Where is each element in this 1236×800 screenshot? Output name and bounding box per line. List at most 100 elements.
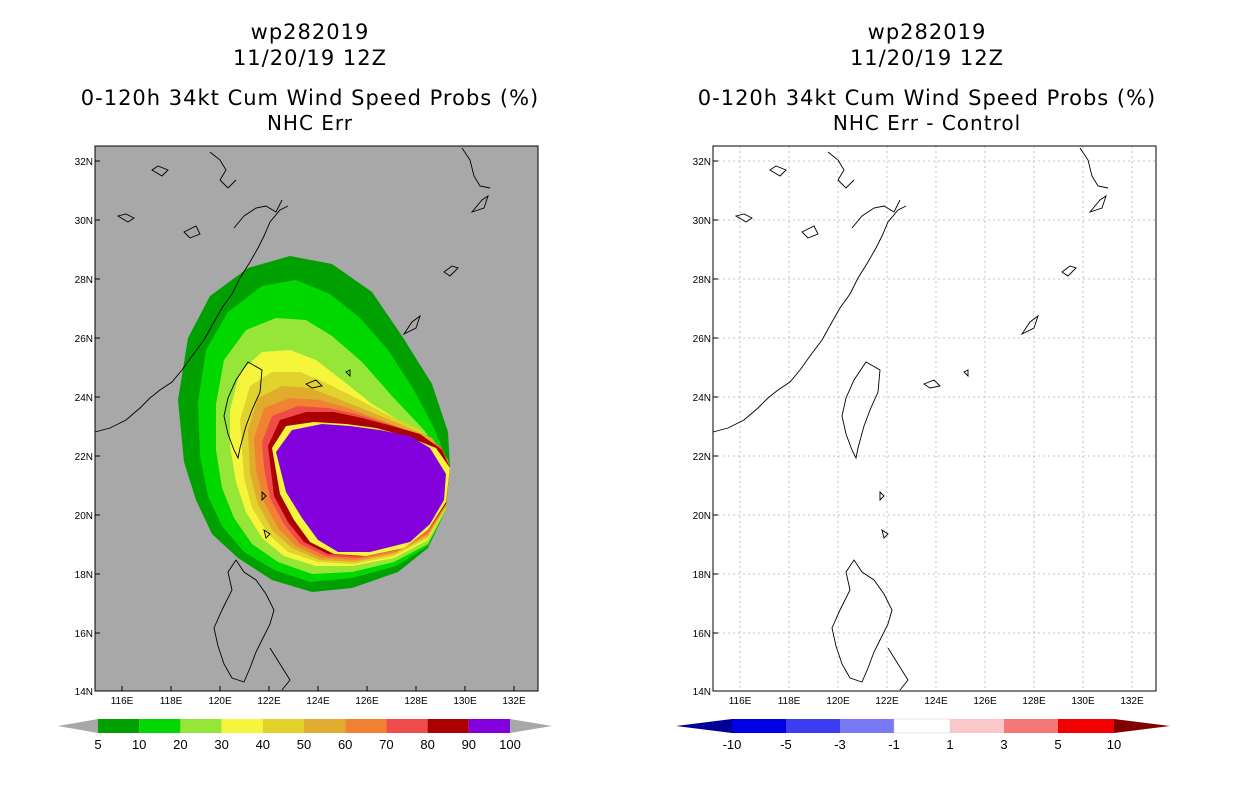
right-lon-labels: 116E 118E 120E 122E 124E 126E 128E 130E … bbox=[729, 696, 1144, 707]
lon-label: 116E bbox=[111, 696, 134, 707]
lat-label: 16N bbox=[75, 629, 93, 640]
left-colorbar-label: 50 bbox=[297, 737, 311, 752]
right-colorbar-label: 10 bbox=[1107, 737, 1121, 752]
lon-label: 128E bbox=[404, 696, 428, 707]
left-colorbar-swatch bbox=[221, 719, 263, 733]
lon-label: 124E bbox=[306, 696, 330, 707]
right-colorbar-swatch bbox=[1004, 719, 1058, 733]
lat-label: 28N bbox=[693, 275, 711, 286]
left-colorbar-label: 100 bbox=[499, 737, 521, 752]
lon-label: 126E bbox=[355, 696, 379, 707]
lat-label: 18N bbox=[75, 570, 93, 581]
right-colorbar-swatch bbox=[893, 718, 951, 734]
probability-contours bbox=[178, 256, 450, 592]
left-colorbar-label: 40 bbox=[256, 737, 270, 752]
lon-label: 116E bbox=[729, 696, 752, 707]
left-colorbar-label: 70 bbox=[379, 737, 393, 752]
right-lat-labels: 32N 30N 28N 26N 24N 22N 20N 18N 16N 14N bbox=[693, 157, 711, 698]
lon-label: 132E bbox=[502, 696, 526, 707]
lon-label: 132E bbox=[1120, 696, 1144, 707]
right-colorbar-swatch bbox=[1058, 719, 1114, 733]
left-colorbar-high-arrow bbox=[510, 719, 552, 733]
right-title-line-1: wp282019 bbox=[867, 20, 987, 44]
left-colorbar-label: 5 bbox=[94, 737, 101, 752]
lon-label: 128E bbox=[1022, 696, 1046, 707]
left-lat-ticks bbox=[95, 160, 100, 634]
left-colorbar-swatch bbox=[139, 719, 181, 733]
lat-label: 22N bbox=[693, 452, 711, 463]
right-colorbar-swatch bbox=[786, 719, 840, 733]
left-colorbar-swatch bbox=[427, 719, 469, 733]
lat-label: 18N bbox=[693, 570, 711, 581]
left-map-frame bbox=[94, 145, 539, 692]
lat-label: 26N bbox=[693, 334, 711, 345]
lat-label: 32N bbox=[693, 157, 711, 168]
left-title-line-2: 11/20/19 12Z bbox=[232, 46, 388, 70]
lon-label: 130E bbox=[1071, 696, 1095, 707]
lat-label: 30N bbox=[75, 216, 93, 227]
right-map-background bbox=[713, 146, 1156, 691]
lon-label: 122E bbox=[875, 696, 899, 707]
left-lon-ticks bbox=[121, 686, 515, 691]
left-coastlines bbox=[94, 147, 491, 691]
right-colorbar-swatch bbox=[950, 719, 1004, 733]
left-title: wp282019 11/20/19 12Z 0-120h 34kt Cum Wi… bbox=[30, 19, 590, 135]
right-title-line-4: NHC Err - Control bbox=[832, 111, 1022, 135]
left-colorbar-label: 80 bbox=[420, 737, 434, 752]
left-colorbar-swatch bbox=[304, 719, 346, 733]
left-lat-labels: 32N 30N 28N 26N 24N 22N 20N 18N 16N 14N bbox=[75, 157, 93, 698]
right-colorbar-label: -10 bbox=[723, 737, 742, 752]
contour-100 bbox=[276, 424, 446, 552]
right-lat-ticks bbox=[713, 160, 718, 634]
left-colorbar-swatch bbox=[468, 719, 510, 733]
left-colorbar-label: 10 bbox=[132, 737, 146, 752]
lon-label: 126E bbox=[973, 696, 997, 707]
lat-label: 30N bbox=[693, 216, 711, 227]
lat-label: 28N bbox=[75, 275, 93, 286]
left-colorbar-label: 30 bbox=[214, 737, 228, 752]
left-colorbar-swatch bbox=[386, 719, 428, 733]
lat-label: 20N bbox=[693, 511, 711, 522]
lat-label: 20N bbox=[75, 511, 93, 522]
lat-label: 14N bbox=[75, 687, 93, 698]
left-colorbar-swatch bbox=[345, 719, 387, 733]
right-colorbar-label: 1 bbox=[946, 737, 953, 752]
left-colorbar-swatch bbox=[262, 719, 304, 733]
lat-label: 26N bbox=[75, 334, 93, 345]
right-colorbar-high-arrow bbox=[1114, 719, 1170, 733]
left-colorbar-swatch bbox=[180, 719, 222, 733]
left-title-line-4: NHC Err bbox=[266, 111, 354, 135]
left-colorbar-swatch bbox=[98, 719, 140, 733]
left-title-line-1: wp282019 bbox=[250, 20, 370, 44]
right-coastlines bbox=[712, 147, 1109, 691]
left-colorbar-low-arrow bbox=[58, 719, 98, 733]
right-colorbar: -10 -5 -3 -1 1 3 5 10 bbox=[676, 718, 1170, 752]
lat-label: 32N bbox=[75, 157, 93, 168]
lon-label: 130E bbox=[453, 696, 477, 707]
lon-label: 118E bbox=[778, 696, 801, 707]
lat-label: 24N bbox=[693, 393, 711, 404]
lon-label: 120E bbox=[826, 696, 850, 707]
right-title-line-2: 11/20/19 12Z bbox=[849, 46, 1005, 70]
left-lon-labels: 116E 118E 120E 122E 124E 126E 128E 130E … bbox=[111, 696, 526, 707]
right-colorbar-label: 3 bbox=[1000, 737, 1007, 752]
left-colorbar-label: 60 bbox=[338, 737, 352, 752]
right-colorbar-label: 5 bbox=[1054, 737, 1061, 752]
lon-label: 118E bbox=[160, 696, 183, 707]
right-colorbar-low-arrow bbox=[676, 719, 732, 733]
lat-label: 22N bbox=[75, 452, 93, 463]
lon-label: 122E bbox=[257, 696, 281, 707]
right-title-line-3: 0-120h 34kt Cum Wind Speed Probs (%) bbox=[697, 86, 1157, 110]
right-title: wp282019 11/20/19 12Z 0-120h 34kt Cum Wi… bbox=[647, 19, 1207, 135]
right-colorbar-swatch bbox=[840, 719, 894, 733]
left-colorbar-label: 90 bbox=[462, 737, 476, 752]
lon-label: 124E bbox=[924, 696, 948, 707]
left-colorbar-label: 20 bbox=[173, 737, 187, 752]
left-title-line-3: 0-120h 34kt Cum Wind Speed Probs (%) bbox=[80, 86, 540, 110]
lat-label: 14N bbox=[693, 687, 711, 698]
right-colorbar-label: -5 bbox=[780, 737, 792, 752]
right-gridlines bbox=[713, 146, 1156, 691]
right-colorbar-swatch bbox=[732, 719, 786, 733]
lon-label: 120E bbox=[208, 696, 232, 707]
